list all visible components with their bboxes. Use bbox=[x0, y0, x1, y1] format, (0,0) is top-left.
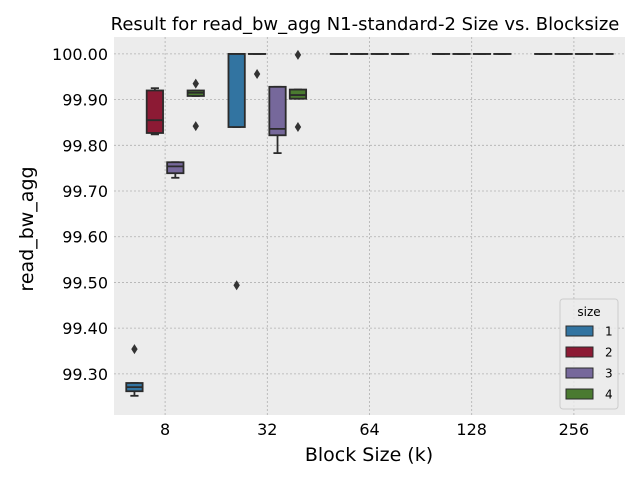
legend-title: size bbox=[577, 305, 600, 319]
x-tick-label: 128 bbox=[456, 420, 487, 439]
y-tick-label: 99.50 bbox=[62, 273, 108, 292]
outlier-point bbox=[253, 69, 261, 80]
outlier-point bbox=[192, 121, 199, 132]
x-tick-label: 32 bbox=[257, 420, 277, 439]
box-body bbox=[288, 88, 308, 100]
legend-item-label: 2 bbox=[605, 346, 613, 360]
legend-swatch bbox=[565, 388, 594, 400]
box-1-8 bbox=[125, 344, 144, 397]
box-body bbox=[268, 85, 287, 137]
x-tick-label: 256 bbox=[559, 420, 590, 439]
y-tick-label: 99.90 bbox=[62, 91, 108, 110]
box-body bbox=[227, 53, 246, 128]
y-tick-label: 100.00 bbox=[52, 45, 108, 64]
box-series bbox=[125, 49, 614, 397]
legend-item-label: 1 bbox=[605, 325, 613, 339]
legend-swatch bbox=[565, 346, 594, 358]
legend-swatch bbox=[565, 367, 594, 379]
outlier-point bbox=[294, 122, 302, 133]
legend-item-label: 3 bbox=[605, 367, 613, 381]
outlier-point bbox=[294, 49, 302, 60]
y-tick-label: 99.80 bbox=[62, 136, 108, 155]
x-tick-label: 8 bbox=[160, 420, 170, 439]
outlier-point bbox=[192, 78, 199, 89]
y-tick-label: 99.40 bbox=[62, 319, 108, 338]
box-4-32 bbox=[288, 49, 308, 133]
box-3-32 bbox=[268, 85, 287, 154]
y-axis-ticks: 99.30 99.40 99.50 99.60 99.70 99.80 99.90 100.0… bbox=[52, 45, 108, 384]
box-3-8 bbox=[166, 161, 185, 179]
legend-item-label: 4 bbox=[605, 388, 613, 402]
box-body bbox=[166, 161, 185, 175]
box-body bbox=[145, 89, 164, 134]
x-axis-ticks: 8 32 64 128 256 bbox=[160, 420, 589, 439]
x-axis-label: Block Size (k) bbox=[305, 444, 433, 466]
chart-title: Result for read_bw_agg N1-standard-2 Siz… bbox=[111, 14, 620, 35]
y-tick-label: 99.30 bbox=[62, 365, 108, 384]
y-tick-label: 99.60 bbox=[62, 228, 108, 247]
box-1-32 bbox=[227, 53, 246, 291]
y-axis-label: read_bw_agg bbox=[16, 166, 38, 291]
y-tick-label: 99.70 bbox=[62, 182, 108, 201]
legend: size 1 2 3 4 bbox=[559, 298, 619, 410]
box-4-8 bbox=[186, 78, 205, 132]
box-2-32 bbox=[248, 53, 267, 80]
outlier-point bbox=[233, 280, 240, 291]
legend-swatch bbox=[565, 325, 594, 337]
outlier-point bbox=[131, 344, 138, 355]
box-2-8 bbox=[145, 87, 164, 136]
x-tick-label: 64 bbox=[359, 420, 379, 439]
